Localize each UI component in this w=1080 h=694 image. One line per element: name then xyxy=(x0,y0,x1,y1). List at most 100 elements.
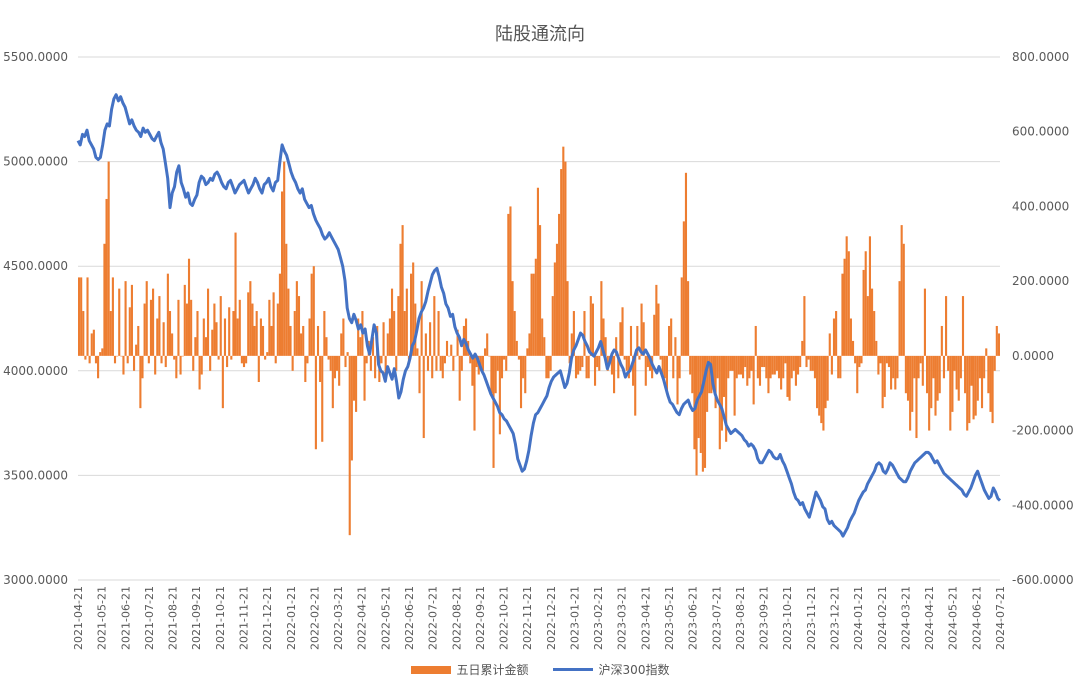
bar xyxy=(264,355,267,360)
bar xyxy=(302,325,305,356)
bar xyxy=(562,146,565,356)
bar xyxy=(845,236,848,356)
bar xyxy=(577,355,580,375)
legend-swatch-line xyxy=(552,668,593,671)
bar xyxy=(319,355,322,383)
bar xyxy=(646,355,649,368)
bar xyxy=(636,325,639,356)
bar xyxy=(970,355,973,386)
bar xyxy=(811,355,814,371)
bar xyxy=(325,337,328,356)
bar xyxy=(175,355,178,379)
bar xyxy=(972,355,975,420)
bar xyxy=(464,318,468,356)
bar xyxy=(913,355,916,379)
bar xyxy=(989,355,992,412)
y-left-tick-label: 3000.0000 xyxy=(3,573,68,587)
bar xyxy=(676,355,679,405)
legend-swatch-bar xyxy=(410,665,451,674)
bar xyxy=(522,355,525,379)
bar xyxy=(471,355,474,386)
bar xyxy=(602,318,605,356)
bar xyxy=(152,288,155,356)
bar xyxy=(536,187,539,356)
x-tick-label: 2021-09-21 xyxy=(190,586,203,650)
bar xyxy=(936,355,939,401)
bar xyxy=(794,355,797,386)
x-tick-label: 2023-06-21 xyxy=(687,586,700,650)
bar xyxy=(355,355,358,412)
bar xyxy=(638,355,641,360)
bar xyxy=(116,355,119,357)
bar xyxy=(585,355,588,379)
bar xyxy=(574,355,578,379)
bar xyxy=(359,337,362,356)
bar xyxy=(860,355,863,364)
bar xyxy=(902,243,905,356)
bar xyxy=(414,303,417,356)
bar xyxy=(816,355,819,409)
bar xyxy=(731,355,734,371)
bar xyxy=(101,348,104,356)
y-right-tick-label: 600.0000 xyxy=(1012,125,1069,139)
bar xyxy=(179,355,182,375)
bar xyxy=(746,355,749,386)
bar xyxy=(107,161,110,356)
bar xyxy=(388,318,391,356)
bar xyxy=(350,355,353,461)
x-tick-label: 2022-04-21 xyxy=(356,586,369,650)
bar xyxy=(642,322,645,356)
x-tick-label: 2021-06-21 xyxy=(119,586,132,650)
bar xyxy=(632,355,635,386)
y-left-tick-label: 5500.0000 xyxy=(3,50,68,64)
bar xyxy=(763,355,766,368)
bar xyxy=(997,333,1000,356)
bar xyxy=(247,292,250,356)
chart-title: 陆股通流向 xyxy=(495,24,585,45)
bar xyxy=(323,311,326,356)
bar xyxy=(306,355,309,364)
bar xyxy=(917,355,920,379)
bar xyxy=(342,318,345,356)
bar xyxy=(720,355,723,431)
bar xyxy=(832,318,836,356)
y-left-tick-label: 3500.0000 xyxy=(3,468,68,482)
bar xyxy=(980,355,984,409)
bar xyxy=(486,333,489,356)
bar xyxy=(824,355,827,409)
bar xyxy=(230,355,233,360)
bar xyxy=(775,355,778,371)
bar xyxy=(801,340,804,356)
bar xyxy=(900,225,903,356)
bar xyxy=(949,355,952,431)
bar xyxy=(158,296,161,356)
bar xyxy=(219,296,222,356)
bar xyxy=(672,355,675,379)
bar xyxy=(399,243,402,356)
bar xyxy=(634,355,637,416)
bar xyxy=(261,325,265,356)
bar xyxy=(885,355,888,364)
x-tick-label: 2022-09-21 xyxy=(474,586,487,650)
bar xyxy=(864,251,867,356)
bar xyxy=(211,329,214,356)
bar xyxy=(344,355,347,368)
bar xyxy=(657,303,660,356)
bar xyxy=(164,355,167,368)
bar xyxy=(236,318,239,356)
bar xyxy=(283,161,286,356)
bar xyxy=(799,355,802,368)
bar xyxy=(242,355,246,368)
bar xyxy=(380,355,383,364)
bar xyxy=(78,277,81,356)
y-left-tick-label: 4000.0000 xyxy=(3,364,68,378)
bar xyxy=(403,311,406,356)
bar xyxy=(534,258,537,356)
bar xyxy=(978,355,981,379)
bar xyxy=(327,355,330,360)
bar xyxy=(166,273,169,356)
bar xyxy=(524,355,527,394)
bar xyxy=(200,355,203,375)
bar xyxy=(678,355,681,379)
